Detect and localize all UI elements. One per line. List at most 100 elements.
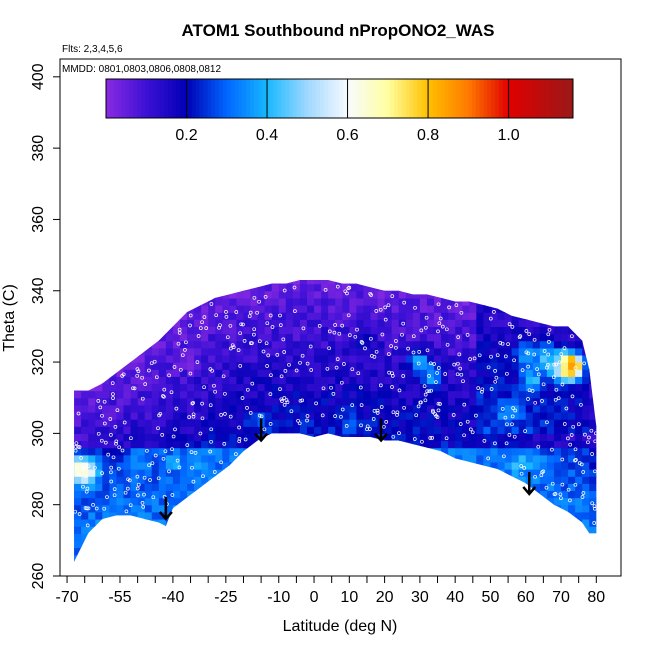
heatmap-cell xyxy=(152,269,160,277)
heatmap-cell xyxy=(194,504,202,513)
colorbar-segment xyxy=(370,79,376,118)
heatmap-cell xyxy=(539,533,548,541)
sample-point xyxy=(335,357,340,361)
heatmap-cell xyxy=(292,511,301,520)
heatmap-cell xyxy=(589,419,597,427)
heatmap-cell xyxy=(123,404,132,413)
heatmap-cell xyxy=(483,390,492,399)
heatmap-cell xyxy=(272,269,280,277)
heatmap-cell xyxy=(215,326,223,335)
heatmap-cell xyxy=(201,562,209,570)
heatmap-cell xyxy=(589,540,597,549)
heatmap-cell xyxy=(441,383,449,392)
heatmap-cell xyxy=(596,376,597,385)
heatmap-cell xyxy=(187,333,195,342)
heatmap-cell xyxy=(504,440,513,449)
heatmap-cell xyxy=(497,433,506,442)
heatmap-cell xyxy=(102,319,110,328)
heatmap-cell xyxy=(426,362,435,370)
heatmap-cell xyxy=(335,347,343,356)
heatmap-cell xyxy=(292,411,301,420)
heatmap-cell xyxy=(194,283,202,292)
heatmap-cell xyxy=(292,347,301,356)
heatmap-cell xyxy=(306,447,315,456)
heatmap-cell xyxy=(483,354,492,363)
heatmap-cell xyxy=(525,454,534,463)
sample-point xyxy=(191,414,196,419)
heatmap-cell xyxy=(306,426,315,434)
heatmap-cell xyxy=(236,497,245,506)
heatmap-cell xyxy=(265,562,273,570)
heatmap-cell xyxy=(123,476,132,484)
heatmap-cell xyxy=(504,447,513,456)
heatmap-cell xyxy=(546,469,555,477)
heatmap-cell xyxy=(525,540,534,549)
colorbar-segment xyxy=(331,79,337,118)
heatmap-cell xyxy=(60,540,68,548)
heatmap-cell xyxy=(208,504,216,513)
heatmap-cell xyxy=(278,312,287,320)
heatmap-cell xyxy=(306,511,315,520)
heatmap-cell xyxy=(511,333,520,342)
heatmap-cell xyxy=(285,469,294,477)
sample-point xyxy=(252,327,257,332)
heatmap-cell xyxy=(215,547,223,556)
heatmap-cell xyxy=(539,326,548,335)
heatmap-cell xyxy=(511,518,520,527)
heatmap-cell xyxy=(349,461,357,470)
heatmap-cell xyxy=(88,333,96,342)
heatmap-cell xyxy=(455,490,463,499)
heatmap-cell xyxy=(561,333,569,342)
heatmap-cell xyxy=(405,404,414,413)
heatmap-cell xyxy=(165,490,174,499)
sample-point xyxy=(282,396,287,400)
sample-point xyxy=(152,359,157,364)
heatmap-cell xyxy=(405,440,414,449)
heatmap-cell xyxy=(328,526,336,534)
heatmap-cell xyxy=(109,461,118,470)
heatmap-cell xyxy=(109,369,118,377)
heatmap-cell xyxy=(208,497,216,506)
heatmap-cell xyxy=(582,469,590,477)
heatmap-cell xyxy=(349,376,357,385)
sample-point xyxy=(300,398,305,403)
heatmap-cell xyxy=(483,411,492,420)
heatmap-cell xyxy=(568,411,576,420)
heatmap-cell xyxy=(306,369,315,377)
heatmap-cell xyxy=(271,440,280,449)
heatmap-cell xyxy=(215,362,223,370)
sample-point xyxy=(337,331,342,336)
heatmap-cell xyxy=(222,419,230,427)
heatmap-cell xyxy=(145,269,153,277)
colorbar-segment xyxy=(448,79,453,118)
heatmap-cell xyxy=(144,369,153,377)
heatmap-cell xyxy=(412,283,421,292)
heatmap-cell xyxy=(116,283,125,292)
heatmap-cell xyxy=(448,511,456,520)
heatmap-cell xyxy=(589,397,597,406)
heatmap-cell xyxy=(201,518,209,527)
heatmap-cell xyxy=(271,312,280,320)
heatmap-cell xyxy=(151,440,160,449)
heatmap-cell xyxy=(292,283,301,292)
heatmap-cell xyxy=(441,554,449,562)
heatmap-cell xyxy=(575,490,583,499)
heatmap-cell xyxy=(405,504,414,513)
sample-point xyxy=(191,400,196,405)
heatmap-cell xyxy=(363,319,372,328)
heatmap-cell xyxy=(575,305,583,313)
heatmap-cell xyxy=(116,347,125,356)
sample-point xyxy=(406,346,410,351)
heatmap-cell xyxy=(363,518,372,527)
heatmap-cell xyxy=(194,554,202,562)
heatmap-cell xyxy=(328,411,336,420)
heatmap-cell xyxy=(285,319,294,328)
heatmap-cell xyxy=(109,511,118,520)
sample-point xyxy=(83,474,88,479)
sample-point xyxy=(287,362,291,367)
chart-title: ATOM1 Southbound nPropONO2_WAS xyxy=(182,21,495,40)
heatmap-cell xyxy=(356,354,365,363)
heatmap-cell xyxy=(236,404,245,413)
x-tick-label: 30 xyxy=(411,589,429,606)
heatmap-cell xyxy=(476,469,484,477)
